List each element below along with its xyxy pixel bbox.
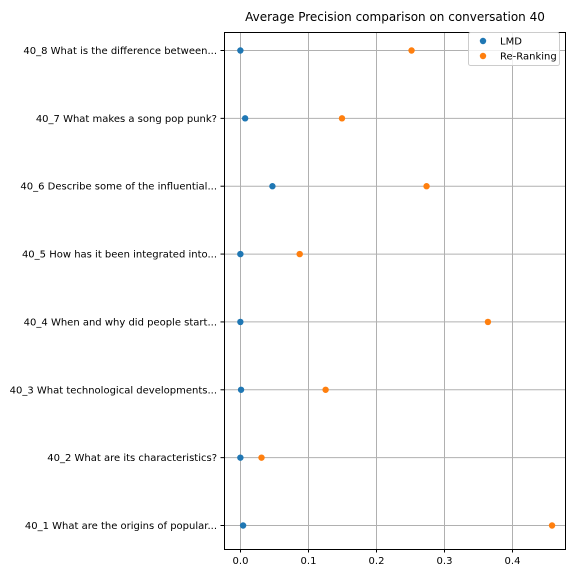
legend-marker: [479, 37, 487, 45]
data-point-lmd: [237, 250, 244, 258]
data-point-lmd: [237, 47, 244, 54]
plot-area-frame: [224, 32, 566, 550]
data-point-lmd: [269, 183, 276, 190]
data-points: [237, 47, 556, 529]
x-tick-labels: 0.0 0.1 0.2 0.3 0.4: [233, 549, 521, 567]
chart-title: Average Precision comparison on conversa…: [245, 10, 545, 24]
x-tick-label: 0.2: [369, 556, 385, 567]
data-point-re-ranking: [408, 47, 415, 54]
data-point-lmd: [237, 386, 245, 393]
y-tick-label: 40_5 How has it been integrated into...: [22, 250, 217, 261]
legend-label: LMD: [500, 37, 522, 48]
data-point-re-ranking: [296, 250, 303, 258]
data-point-lmd: [237, 318, 244, 326]
legend-marker: [479, 52, 487, 60]
data-point-lmd: [241, 115, 249, 122]
y-tick-label: 40_7 What makes a song pop punk?: [36, 114, 217, 125]
x-tick-label: 0.4: [505, 556, 521, 567]
data-point-lmd: [237, 454, 244, 461]
data-point-re-ranking: [258, 454, 265, 461]
data-point-re-ranking: [423, 183, 430, 190]
data-point-lmd: [239, 522, 247, 529]
legend-box: [468, 32, 560, 66]
x-tick-label: 0.0: [233, 556, 249, 567]
y-tick-label: 40_3 What technological developments...: [10, 385, 217, 396]
grid-layer: [224, 32, 565, 549]
y-tick-label: 40_2 What are its characteristics?: [47, 453, 217, 464]
y-tick-label: 40_6 Describe some of the influential...: [20, 182, 217, 193]
y-tick-label: 40_8 What is the difference between...: [23, 46, 217, 57]
legend: LMD Re-Ranking: [468, 32, 560, 66]
data-point-re-ranking: [338, 115, 346, 122]
y-tick-labels: 40_1 What are the origins of popular... 4…: [10, 46, 224, 532]
x-tick-label: 0.1: [301, 556, 317, 567]
data-point-re-ranking: [484, 318, 492, 326]
x-tick-label: 0.3: [437, 556, 453, 567]
y-tick-label: 40_1 What are the origins of popular...: [25, 521, 217, 532]
y-tick-label: 40_4 When and why did people start...: [24, 317, 217, 328]
data-point-re-ranking: [548, 522, 556, 529]
legend-label: Re-Ranking: [500, 52, 557, 63]
data-point-re-ranking: [322, 386, 329, 393]
